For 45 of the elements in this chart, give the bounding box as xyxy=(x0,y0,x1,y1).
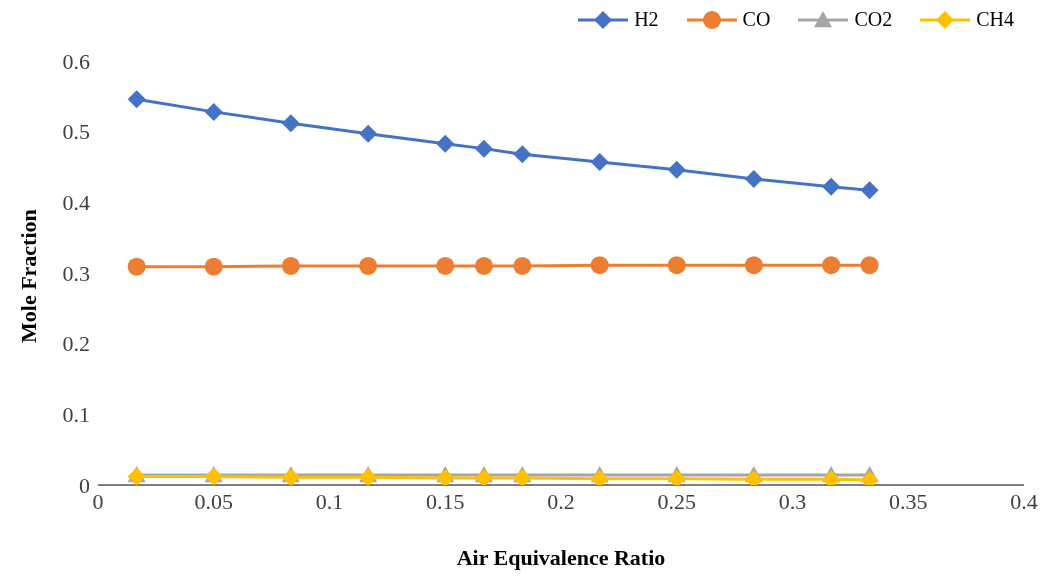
point xyxy=(127,257,146,276)
y-tick-label: 0 xyxy=(79,472,90,498)
point xyxy=(513,256,532,275)
point xyxy=(667,160,686,179)
x-tick-label: 0.05 xyxy=(194,488,233,514)
point xyxy=(744,170,763,189)
y-tick-label: 0.5 xyxy=(62,119,90,145)
point xyxy=(667,256,686,275)
x-tick-label: 0.25 xyxy=(657,488,696,514)
y-tick-label: 0.2 xyxy=(62,331,90,357)
point xyxy=(590,153,609,172)
y-tick-label: 0.3 xyxy=(62,260,90,286)
point xyxy=(822,256,841,275)
x-tick-label: 0.1 xyxy=(315,488,344,514)
point xyxy=(860,181,879,200)
point xyxy=(590,256,609,275)
x-axis-title: Air Equivalence Ratio xyxy=(456,545,666,570)
point xyxy=(860,256,879,275)
y-tick-label: 0.6 xyxy=(62,48,90,74)
point xyxy=(127,90,146,109)
legend-label: CH4 xyxy=(976,8,1014,31)
point xyxy=(281,256,300,275)
x-tick-label: 0.35 xyxy=(889,488,928,514)
point xyxy=(436,256,455,275)
point xyxy=(204,257,223,276)
point xyxy=(436,134,455,153)
x-tick-label: 0.4 xyxy=(1010,488,1038,514)
legend-label: CO xyxy=(742,8,771,31)
x-tick-label: 0.3 xyxy=(778,488,807,514)
point xyxy=(474,139,493,158)
point xyxy=(359,256,378,275)
point xyxy=(513,145,532,164)
point xyxy=(744,256,763,275)
y-tick-label: 0.4 xyxy=(62,190,90,216)
point xyxy=(359,124,378,143)
legend-label: CO2 xyxy=(854,8,893,31)
x-tick-label: 0.2 xyxy=(547,488,575,514)
point xyxy=(281,114,300,133)
y-axis-title: Mole Fraction xyxy=(15,209,41,343)
point xyxy=(822,177,841,196)
point xyxy=(474,256,493,275)
x-tick-label: 0.15 xyxy=(426,488,465,514)
point xyxy=(204,102,223,121)
y-tick-label: 0.1 xyxy=(62,402,90,428)
legend-label: H2 xyxy=(634,8,659,31)
